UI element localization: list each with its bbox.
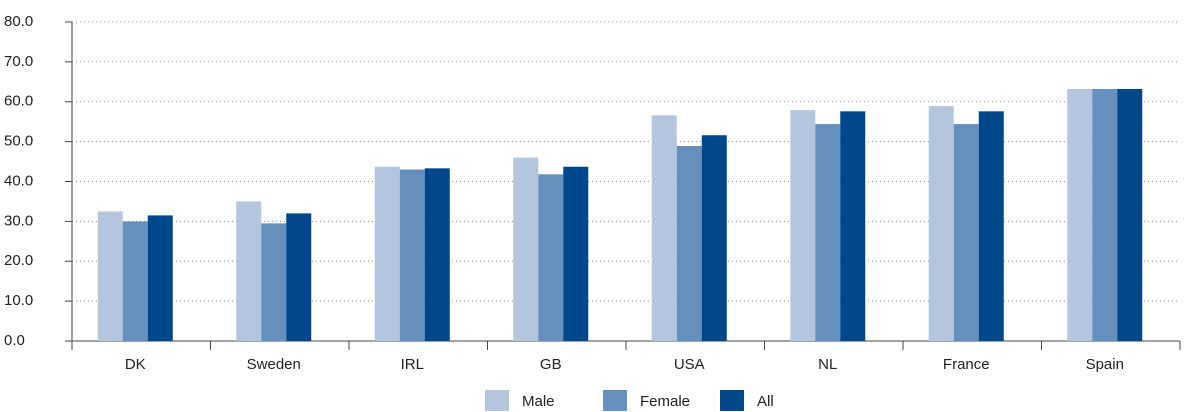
bar [701, 135, 727, 341]
bar [1092, 88, 1118, 342]
bar [97, 211, 123, 341]
bar [815, 124, 841, 341]
bar [374, 166, 400, 341]
x-tick-label: Sweden [247, 356, 301, 373]
legend-swatch [720, 390, 744, 411]
x-tick-label: GB [540, 356, 562, 373]
y-tick-label: 30.0 [4, 212, 33, 229]
y-tick-label: 70.0 [4, 53, 33, 70]
bar [563, 166, 589, 341]
y-tick-label: 40.0 [4, 172, 33, 189]
bar [399, 169, 425, 341]
x-tick-label: USA [674, 356, 705, 373]
bar [790, 110, 816, 341]
y-tick-label: 80.0 [4, 13, 33, 30]
bar [122, 221, 148, 341]
y-tick-label: 20.0 [4, 252, 33, 269]
bar [1117, 88, 1143, 342]
x-tick-label: DK [125, 356, 146, 373]
bar [286, 213, 312, 341]
y-tick-label: 60.0 [4, 93, 33, 110]
x-tick-label: NL [818, 356, 837, 373]
bar [928, 106, 954, 341]
y-tick-label: 50.0 [4, 133, 33, 150]
bar [538, 174, 564, 341]
bar [651, 115, 677, 342]
legend-swatch [603, 390, 627, 411]
bar [978, 111, 1004, 341]
bar [236, 201, 262, 341]
bar [513, 157, 539, 341]
bar [261, 223, 287, 341]
x-tick-label: Spain [1086, 356, 1124, 373]
bar [676, 146, 702, 341]
x-tick-label: IRL [401, 356, 424, 373]
legend-label: Male [522, 393, 555, 410]
legend-label: All [757, 393, 774, 410]
bar [840, 111, 866, 341]
y-tick-label: 0.0 [4, 332, 25, 349]
legend-swatch [485, 390, 509, 411]
y-tick-label: 10.0 [4, 292, 33, 309]
x-tick-label: France [943, 356, 990, 373]
bar [953, 124, 979, 341]
legend-label: Female [640, 393, 690, 410]
bar [147, 215, 173, 341]
bar [1067, 88, 1093, 342]
bar [424, 168, 450, 341]
